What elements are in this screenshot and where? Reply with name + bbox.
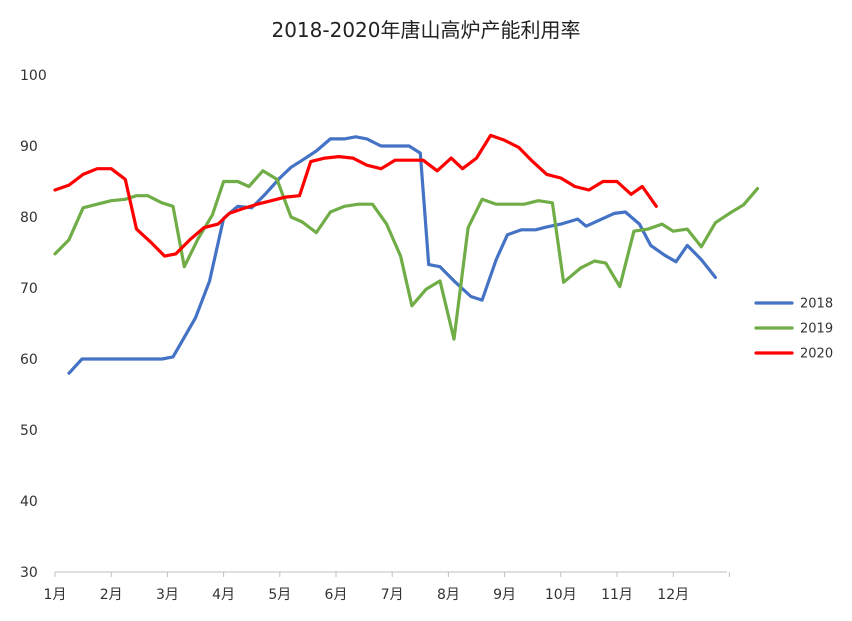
y-tick-label: 40 (20, 494, 38, 510)
series-line-2018 (67, 135, 717, 375)
chart-title: 2018-2020年唐山高炉产能利用率 (271, 18, 581, 42)
series-line-2020 (53, 133, 658, 258)
legend-label-2018: 2018 (800, 297, 833, 312)
y-tick-label: 60 (20, 352, 38, 368)
legend-label-2019: 2019 (800, 322, 833, 337)
x-tick-label: 12月 (657, 587, 689, 603)
x-tick-label: 5月 (268, 587, 291, 603)
y-tick-label: 90 (20, 139, 38, 155)
x-tick-label: 1月 (44, 587, 67, 603)
x-tick-label: 3月 (156, 587, 179, 603)
x-tick-label: 7月 (381, 587, 404, 603)
series-lines (53, 133, 760, 375)
y-tick-label: 70 (20, 281, 38, 297)
legend: 2018 2019 2020 (754, 297, 833, 362)
x-tick-label: 4月 (212, 587, 235, 603)
y-tick-label: 80 (20, 210, 38, 226)
legend-label-2020: 2020 (800, 347, 833, 362)
axes: 1月 2月 3月 4月 5月 6月 7月 8月 9月 10月 11月 12月 30 40 50 60 70 80 9… (20, 68, 730, 603)
series-line-2019 (53, 169, 760, 341)
x-tick-label: 9月 (493, 587, 516, 603)
x-tick-label: 2月 (100, 587, 123, 603)
x-tick-label: 6月 (325, 587, 348, 603)
x-tick-label: 10月 (545, 587, 577, 603)
y-tick-label: 100 (20, 68, 47, 84)
y-tick-label: 30 (20, 565, 38, 581)
x-tick-label: 11月 (601, 587, 633, 603)
x-tick-label: 8月 (437, 587, 460, 603)
y-tick-label: 50 (20, 423, 38, 439)
